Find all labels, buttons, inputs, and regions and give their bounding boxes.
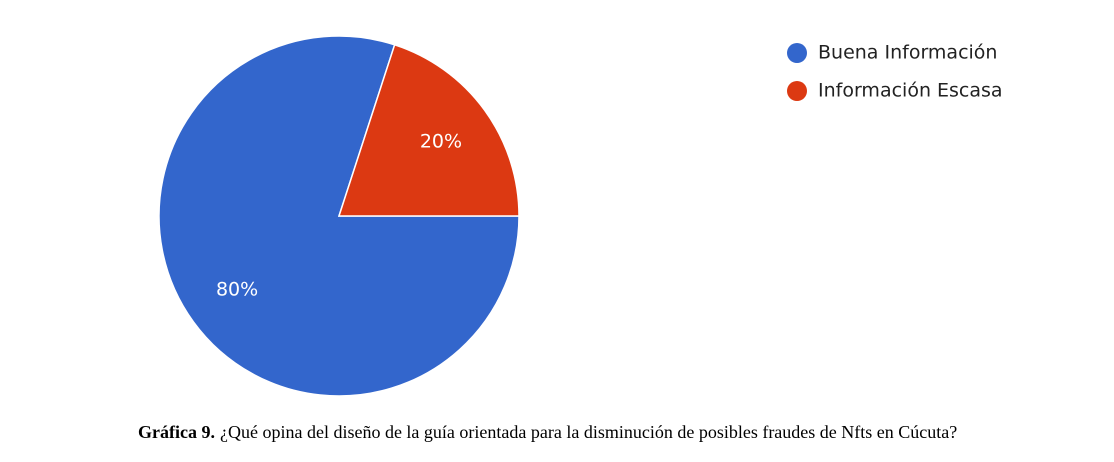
- value-label: 20%: [420, 130, 462, 152]
- legend-label: Información Escasa: [818, 80, 1003, 102]
- legend-swatch: [787, 81, 807, 101]
- value-label: 80%: [216, 279, 258, 301]
- legend-label: Buena Información: [818, 42, 997, 64]
- pie-slice: [158, 35, 520, 397]
- figure-label: Gráfica 9.: [138, 422, 215, 442]
- caption: Gráfica 9. ¿Qué opina del diseño de la gu…: [138, 422, 957, 442]
- legend-swatch: [787, 43, 807, 63]
- pie-slice: [337, 43, 520, 217]
- caption-text: ¿Qué opina del diseño de la guía orienta…: [220, 422, 957, 442]
